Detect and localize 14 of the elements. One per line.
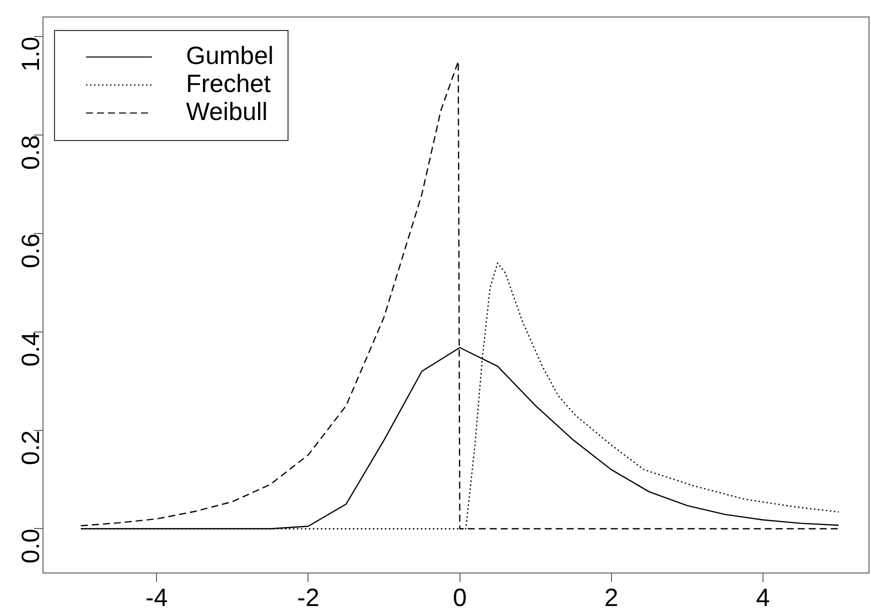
x-tick-label: 4 — [756, 584, 770, 612]
legend-label: Weibull — [186, 98, 268, 126]
y-tick-label: 0.4 — [16, 332, 45, 367]
y-tick-label: 0.8 — [16, 135, 45, 170]
x-tick-label: 0 — [452, 584, 467, 612]
x-tick-label: -4 — [146, 584, 168, 612]
legend-label: Gumbel — [186, 42, 274, 70]
y-tick-label: 1.0 — [16, 36, 45, 72]
legend-label: Frechet — [186, 70, 271, 98]
x-tick-label: -2 — [297, 584, 320, 612]
x-tick-label: 2 — [604, 584, 618, 612]
y-tick-label: 0.0 — [16, 528, 45, 564]
y-tick-label: 0.2 — [16, 430, 45, 466]
y-tick-label: 0.6 — [16, 233, 45, 268]
